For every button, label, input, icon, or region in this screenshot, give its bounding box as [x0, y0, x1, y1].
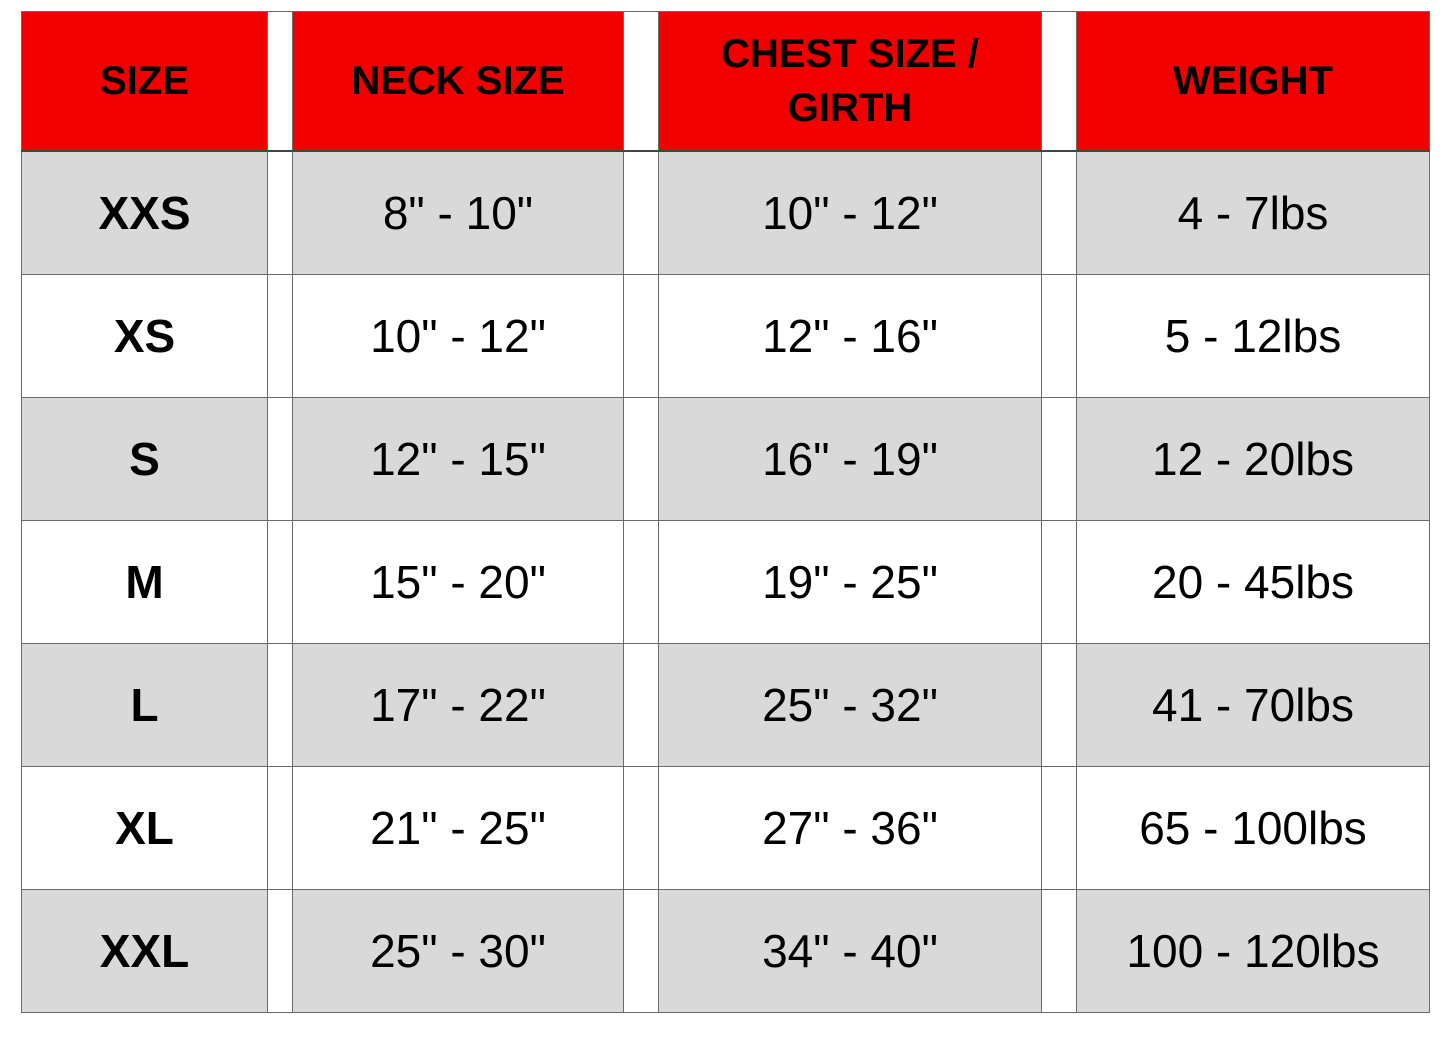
size-cell: XXL: [21, 889, 268, 1013]
size-chart-table: SIZE NECK SIZE CHEST SIZE / GIRTH WEIGHT…: [21, 11, 1430, 1013]
weight-cell: 5 - 12lbs: [1076, 274, 1430, 398]
spacer: [1041, 643, 1077, 767]
spacer: [1041, 274, 1077, 398]
weight-cell: 20 - 45lbs: [1076, 520, 1430, 644]
chest-size-cell: 27" - 36": [658, 766, 1042, 890]
spacer: [267, 150, 293, 275]
table-row: XL 21" - 25" 27" - 36" 65 - 100lbs: [21, 766, 1430, 890]
weight-cell: 4 - 7lbs: [1076, 150, 1430, 275]
header-neck-size: NECK SIZE: [292, 11, 624, 152]
weight-cell: 12 - 20lbs: [1076, 397, 1430, 521]
table-row: XXS 8" - 10" 10" - 12" 4 - 7lbs: [21, 150, 1430, 275]
chest-size-cell: 12" - 16": [658, 274, 1042, 398]
spacer: [623, 643, 659, 767]
spacer: [623, 766, 659, 890]
spacer: [267, 11, 293, 152]
weight-cell: 41 - 70lbs: [1076, 643, 1430, 767]
neck-size-cell: 25" - 30": [292, 889, 624, 1013]
spacer: [1041, 150, 1077, 275]
spacer: [623, 889, 659, 1013]
spacer: [623, 11, 659, 152]
spacer: [623, 150, 659, 275]
chest-size-cell: 10" - 12": [658, 150, 1042, 275]
neck-size-cell: 8" - 10": [292, 150, 624, 275]
size-cell: XL: [21, 766, 268, 890]
table-row: S 12" - 15" 16" - 19" 12 - 20lbs: [21, 397, 1430, 521]
header-chest-size-label: CHEST SIZE / GIRTH: [721, 32, 979, 130]
neck-size-cell: 10" - 12": [292, 274, 624, 398]
size-cell: M: [21, 520, 268, 644]
size-cell: S: [21, 397, 268, 521]
spacer: [267, 766, 293, 890]
weight-cell: 65 - 100lbs: [1076, 766, 1430, 890]
spacer: [267, 889, 293, 1013]
header-chest-size: CHEST SIZE / GIRTH: [658, 11, 1042, 152]
spacer: [267, 520, 293, 644]
chest-size-cell: 19" - 25": [658, 520, 1042, 644]
neck-size-cell: 15" - 20": [292, 520, 624, 644]
spacer: [1041, 766, 1077, 890]
chest-size-cell: 16" - 19": [658, 397, 1042, 521]
spacer: [1041, 397, 1077, 521]
spacer: [267, 643, 293, 767]
spacer: [623, 520, 659, 644]
chest-size-cell: 25" - 32": [658, 643, 1042, 767]
size-cell: XXS: [21, 150, 268, 275]
header-row: SIZE NECK SIZE CHEST SIZE / GIRTH WEIGHT: [21, 11, 1430, 152]
spacer: [267, 274, 293, 398]
table-row: XXL 25" - 30" 34" - 40" 100 - 120lbs: [21, 889, 1430, 1013]
table-row: XS 10" - 12" 12" - 16" 5 - 12lbs: [21, 274, 1430, 398]
spacer: [1041, 11, 1077, 152]
weight-cell: 100 - 120lbs: [1076, 889, 1430, 1013]
table-row: L 17" - 22" 25" - 32" 41 - 70lbs: [21, 643, 1430, 767]
size-cell: L: [21, 643, 268, 767]
spacer: [623, 397, 659, 521]
spacer: [267, 397, 293, 521]
header-size: SIZE: [21, 11, 268, 152]
table-row: M 15" - 20" 19" - 25" 20 - 45lbs: [21, 520, 1430, 644]
neck-size-cell: 21" - 25": [292, 766, 624, 890]
header-weight: WEIGHT: [1076, 11, 1430, 152]
spacer: [623, 274, 659, 398]
spacer: [1041, 520, 1077, 644]
neck-size-cell: 17" - 22": [292, 643, 624, 767]
chest-size-cell: 34" - 40": [658, 889, 1042, 1013]
size-cell: XS: [21, 274, 268, 398]
neck-size-cell: 12" - 15": [292, 397, 624, 521]
spacer: [1041, 889, 1077, 1013]
